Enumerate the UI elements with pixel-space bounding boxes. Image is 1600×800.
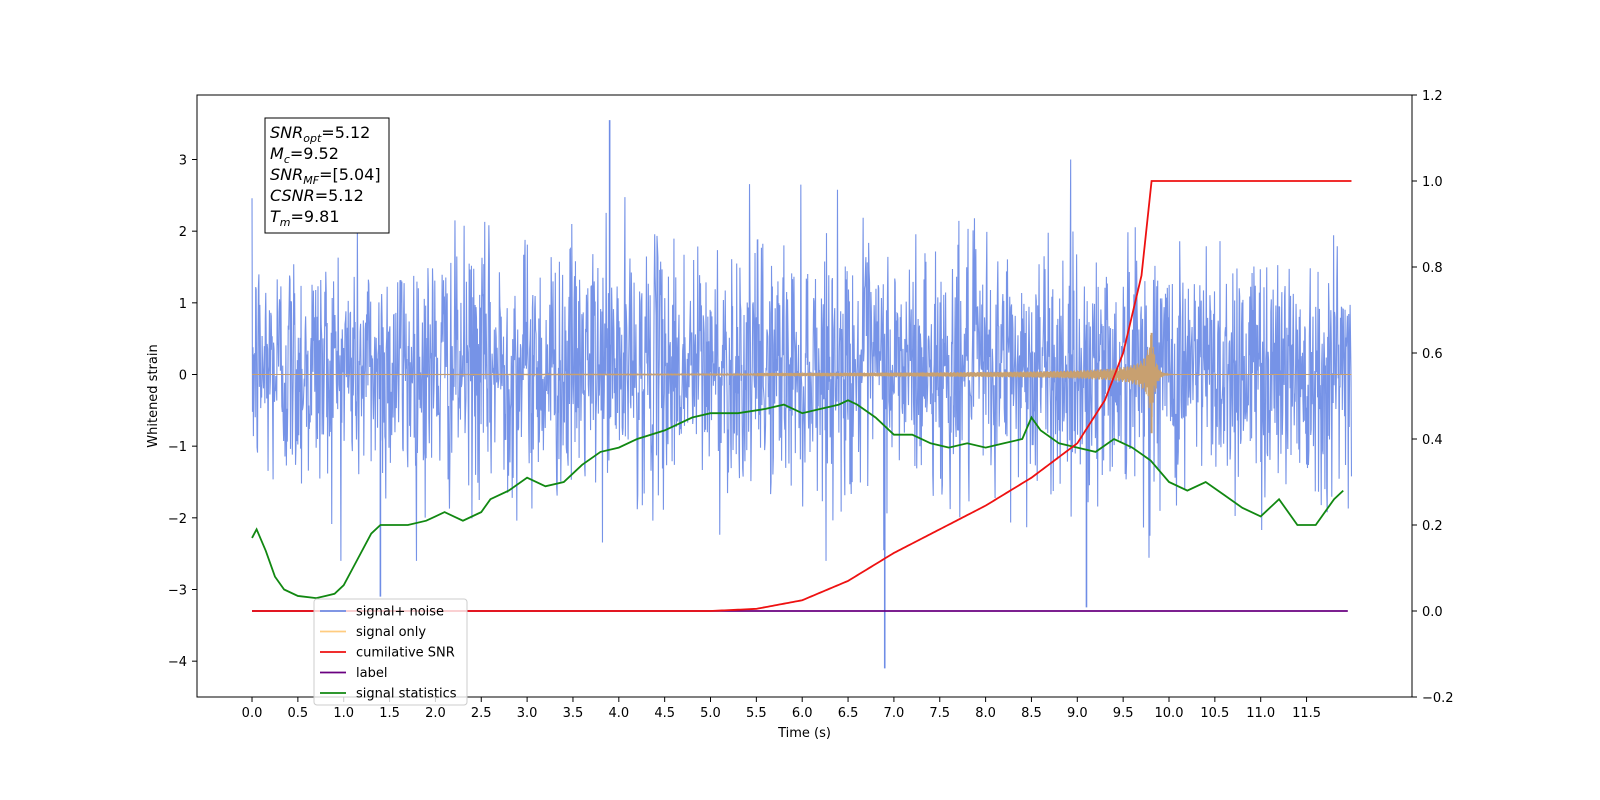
y-right-tick-label: 0.8 [1422, 261, 1443, 276]
annotation-symbol: T [270, 207, 281, 226]
legend: signal+ noise signal only cumilative SNR la… [313, 598, 468, 706]
annotation-value: =5.12 [321, 123, 370, 142]
x-tick-label: 4.0 [608, 706, 629, 721]
y-right-tick-label: 0.4 [1422, 433, 1443, 448]
signal-only-line [252, 335, 1352, 418]
signal-statistics-line [251, 399, 1344, 600]
x-tick-label: 2.0 [425, 706, 446, 721]
x-tick-label: 3.0 [517, 706, 538, 721]
annotation-value: =9.52 [290, 144, 339, 163]
y-left-tick-label: 1 [179, 297, 187, 312]
y-left-tick-label: −1 [168, 440, 187, 455]
x-axis-label: Time (s) [777, 726, 831, 741]
x-tick-label: 2.5 [471, 706, 492, 721]
annotation-symbol: M [270, 144, 284, 163]
y-right-axis-ticks: 1.2 1.0 0.8 0.6 0.4 0.2 0.0 −0.2 [1412, 89, 1454, 706]
annotation-subscript: m [280, 216, 291, 229]
x-tick-label: 4.5 [654, 706, 675, 721]
y-right-tick-label: 0.2 [1422, 519, 1443, 534]
y-right-tick-label: 1.0 [1422, 175, 1443, 190]
x-tick-label: 0.0 [242, 706, 263, 721]
x-tick-label: 6.0 [792, 706, 813, 721]
signal-noise-line [251, 159, 1353, 561]
annotation-line: Mc=9.52 [270, 144, 339, 166]
legend-entry-label: signal only [356, 625, 426, 640]
annotation-symbol: SNR [270, 123, 303, 142]
x-tick-label: 11.0 [1246, 706, 1275, 721]
x-tick-label: 1.0 [333, 706, 354, 721]
x-tick-label: 9.5 [1113, 706, 1134, 721]
cumilative-snr-line [252, 180, 1352, 612]
signal-noise-series [251, 120, 1353, 669]
annotation-line: SNRopt=5.12 [270, 123, 370, 145]
annotation-symbol: SNR [270, 165, 303, 184]
y-left-tick-label: 3 [179, 154, 187, 169]
y-right-tick-label: −0.2 [1422, 691, 1454, 706]
x-tick-label: 0.5 [288, 706, 309, 721]
legend-entry-label: signal+ noise [356, 605, 444, 620]
x-tick-label: 9.0 [1067, 706, 1088, 721]
y-right-tick-label: 0.6 [1422, 347, 1443, 362]
annotation-subscript: c [284, 153, 290, 166]
x-tick-label: 7.5 [929, 706, 950, 721]
legend-entry-label: signal statistics [356, 687, 457, 702]
x-tick-label: 10.5 [1200, 706, 1229, 721]
y-right-tick-label: 1.2 [1422, 89, 1443, 104]
x-tick-label: 11.5 [1292, 706, 1321, 721]
x-tick-label: 8.0 [975, 706, 996, 721]
snr-annotation-box: SNRopt=5.12Mc=9.52SNRMF=[5.04]CSNR=5.12T… [264, 117, 390, 234]
y-right-tick-label: 0.0 [1422, 605, 1443, 620]
x-tick-label: 6.5 [838, 706, 859, 721]
x-tick-label: 5.5 [746, 706, 767, 721]
plot-frame [196, 94, 1413, 698]
annotation-value: =9.81 [291, 207, 340, 226]
annotation-frame [264, 117, 390, 234]
x-tick-label: 1.5 [379, 706, 400, 721]
x-tick-label: 10.0 [1155, 706, 1184, 721]
annotation-subscript: MF [303, 174, 319, 187]
signal-only-series [252, 332, 1352, 434]
x-tick-label: 5.0 [700, 706, 721, 721]
y-axis-label: Whitened strain [146, 344, 161, 447]
legend-entry-label: cumilative SNR [356, 646, 455, 661]
annotation-line: CSNR=5.12 [270, 186, 364, 205]
y-left-tick-label: −4 [168, 655, 187, 670]
annotation-value: =[5.04] [319, 165, 381, 184]
annotation-line: SNRMF=[5.04] [270, 165, 381, 187]
annotation-line: Tm=9.81 [270, 207, 340, 229]
annotation-symbol: CSNR [270, 186, 315, 205]
x-axis-ticks: 0.0 0.5 1.0 1.5 2.0 2.5 3.0 3.5 4.0 4.5 5.0 5.5 6.0 6… [242, 697, 1321, 721]
annotation-value: =5.12 [315, 186, 364, 205]
legend-entry-label: label [356, 666, 387, 681]
x-tick-label: 7.0 [884, 706, 905, 721]
x-tick-label: 3.5 [563, 706, 584, 721]
y-left-tick-label: −2 [168, 512, 187, 527]
legend-frame [313, 598, 468, 706]
y-left-tick-label: 2 [179, 225, 187, 240]
y-left-tick-label: 0 [179, 369, 187, 384]
y-left-tick-label: −3 [168, 584, 187, 599]
x-tick-label: 8.5 [1021, 706, 1042, 721]
y-left-axis-ticks: 3 2 1 0 −1 −2 −3 −4 [168, 154, 197, 670]
annotation-subscript: opt [303, 132, 322, 145]
